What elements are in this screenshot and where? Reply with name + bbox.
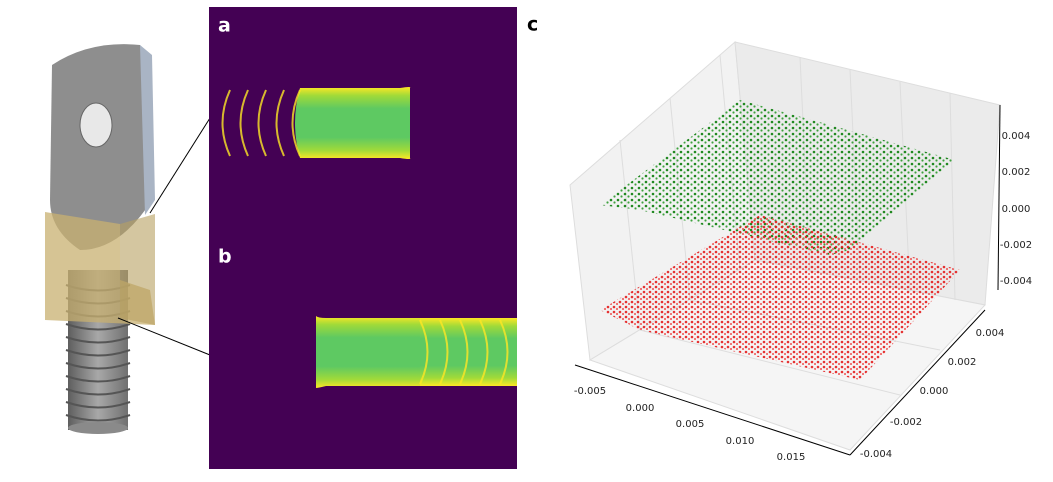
- red-point-cloud: [600, 215, 960, 380]
- panel-label: b: [218, 246, 232, 268]
- bolt-render: [45, 44, 211, 434]
- leader-line: [149, 117, 211, 214]
- x-tick-label: 0.015: [777, 452, 806, 463]
- x-tick-label: 0.005: [676, 419, 705, 430]
- leader-line: [117, 317, 211, 356]
- y-tick-label: 0.002: [948, 357, 977, 368]
- panel-a: a: [209, 7, 517, 238]
- bolt-hole: [79, 102, 113, 148]
- x-tick-label: 0.010: [726, 436, 755, 447]
- section-plane-side: [120, 214, 155, 325]
- x-tick-label: -0.005: [574, 386, 606, 397]
- y-tick-label: -0.002: [890, 417, 922, 428]
- z-tick-label: -0.004: [1000, 276, 1032, 287]
- bolt-head: [50, 44, 152, 250]
- z-tick-label: 0.004: [1002, 131, 1031, 142]
- panel-label: a: [218, 15, 231, 37]
- green-point-cloud: [600, 100, 955, 255]
- panel-label: c: [527, 14, 538, 36]
- panel-c: c: [527, 14, 1001, 456]
- panel-b: b: [209, 238, 517, 469]
- field-bar: [316, 316, 517, 388]
- y-tick-label: 0.004: [976, 328, 1005, 339]
- z-tick-label: 0.002: [1002, 167, 1031, 178]
- x-tick-label: 0.000: [626, 403, 655, 414]
- field-bar: [209, 87, 411, 159]
- y-tick-label: -0.004: [860, 449, 892, 460]
- z-tick-label: -0.002: [1000, 240, 1032, 251]
- axis-lines: [574, 104, 1001, 456]
- y-tick-label: 0.000: [920, 386, 949, 397]
- z-tick-label: 0.000: [1002, 204, 1031, 215]
- bolt-head-side: [140, 45, 155, 215]
